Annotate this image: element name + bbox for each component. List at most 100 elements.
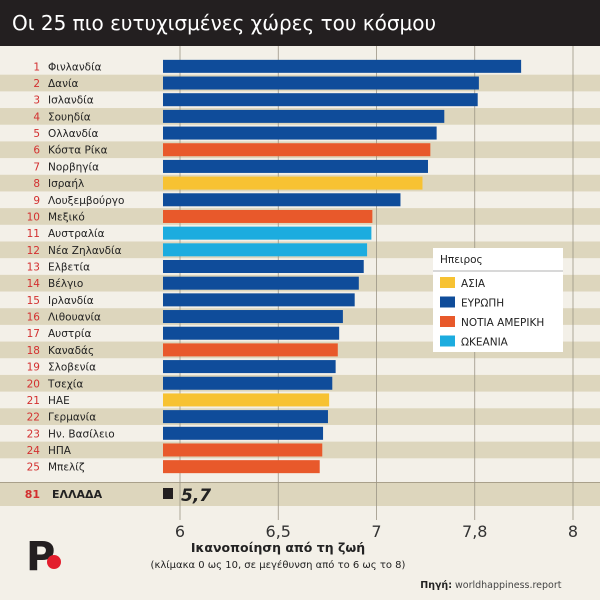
- rank-label: 2: [33, 78, 40, 90]
- legend-swatch-asia: [440, 277, 455, 288]
- country-label: Μεξικό: [48, 211, 85, 223]
- rank-label: 23: [27, 428, 40, 440]
- rank-label: 18: [27, 345, 40, 357]
- bar-europe: [163, 260, 364, 273]
- source-label: Πηγή:: [420, 580, 452, 591]
- rank-label: 25: [27, 462, 40, 474]
- legend-label-europe: ΕΥΡΩΠΗ: [461, 298, 504, 310]
- x-axis-label: Ικανοποίηση από τη ζωή: [191, 540, 365, 555]
- source-note: Πηγή: worldhappiness.report: [420, 580, 562, 591]
- rank-label: 8: [33, 178, 40, 190]
- bar-europe: [163, 109, 445, 123]
- country-label: Ελβετία: [48, 262, 90, 274]
- rank-label: 20: [27, 378, 40, 390]
- highlight-row-stripe: [0, 483, 600, 506]
- rank-label: 4: [33, 111, 40, 123]
- highlight-marker: [163, 488, 173, 499]
- logo-dot: [47, 555, 61, 569]
- rank-label: 22: [27, 412, 40, 424]
- bar-europe: [163, 59, 522, 73]
- country-label: Δανία: [48, 78, 79, 90]
- country-label: ΗΠΑ: [48, 445, 72, 457]
- bar-asia: [163, 393, 330, 407]
- bar-europe: [163, 76, 479, 90]
- rank-label: 16: [27, 312, 41, 324]
- country-label: Αυστραλία: [48, 228, 105, 240]
- bar-asia: [163, 176, 423, 190]
- country-label: Ισλανδία: [48, 95, 94, 107]
- bar-europe: [163, 293, 355, 307]
- rank-label: 24: [27, 445, 41, 457]
- rank-label: 10: [27, 211, 40, 223]
- rank-label: 12: [27, 245, 40, 257]
- rank-label: 15: [27, 295, 40, 307]
- bar-samerica: [163, 143, 431, 157]
- legend-label-asia: ΑΣΙΑ: [461, 278, 486, 290]
- country-label: Τσεχία: [47, 378, 83, 390]
- country-label: Ισραήλ: [48, 178, 84, 190]
- bar-europe: [163, 360, 336, 374]
- country-label: Αυστρία: [48, 328, 91, 340]
- country-label: Ην. Βασίλειο: [48, 428, 115, 440]
- bar-europe: [163, 193, 401, 207]
- country-label: ΗΑΕ: [48, 395, 70, 407]
- country-label: Ολλανδία: [48, 128, 98, 140]
- rank-label: 13: [27, 262, 40, 274]
- x-tick-label: 6: [175, 522, 185, 541]
- highlight-rank: 81: [25, 488, 40, 501]
- legend-label-samerica: ΝΟΤΙΑ ΑΜΕΡΙΚΗ: [461, 317, 544, 329]
- bar-europe: [163, 326, 340, 340]
- publisher-logo: P: [26, 534, 61, 580]
- country-label: Γερμανία: [48, 412, 96, 424]
- country-label: Σουηδία: [48, 111, 91, 123]
- bar-samerica: [163, 209, 373, 223]
- bar-europe: [163, 410, 328, 424]
- rank-label: 9: [33, 195, 40, 207]
- bar-samerica: [163, 343, 338, 357]
- country-label: Βέλγιο: [48, 278, 83, 290]
- bar-samerica: [163, 460, 320, 474]
- highlight-value: 5,7: [181, 486, 211, 506]
- x-tick-label: 7: [371, 522, 381, 541]
- x-tick-label: 7,8: [462, 522, 487, 541]
- country-label: Νέα Ζηλανδία: [48, 245, 122, 257]
- chart-title: Οι 25 πιο ευτυχισμένες χώρες του κόσμου: [12, 11, 436, 35]
- country-label: Ιρλανδία: [48, 295, 94, 307]
- header-bar: [0, 0, 600, 46]
- highlight-country: ΕΛΛΑΔΑ: [52, 488, 103, 501]
- rank-label: 5: [33, 128, 40, 140]
- rank-label: 19: [27, 362, 40, 374]
- country-label: Φινλανδία: [48, 61, 102, 73]
- legend-title: Ηπειρος: [440, 254, 483, 266]
- legend-swatch-europe: [440, 296, 455, 308]
- country-label: Καναδάς: [48, 345, 94, 357]
- rank-label: 3: [33, 95, 40, 107]
- country-label: Κόστα Ρίκα: [48, 145, 108, 157]
- country-label: Νορβηγία: [48, 161, 99, 173]
- rank-label: 21: [27, 395, 40, 407]
- rank-label: 1: [33, 61, 40, 73]
- country-label: Λιθουανία: [48, 312, 101, 324]
- rank-label: 11: [27, 228, 40, 240]
- legend-swatch-oceania: [440, 335, 455, 347]
- source-value: worldhappiness.report: [455, 580, 562, 591]
- bar-oceania: [163, 226, 372, 240]
- rank-label: 14: [27, 278, 41, 290]
- legend-label-oceania: ΩΚΕΑΝΙΑ: [461, 337, 509, 349]
- bar-europe: [163, 93, 478, 107]
- country-label: Λουξεμβούργο: [48, 195, 124, 207]
- rank-label: 7: [33, 161, 40, 173]
- legend-swatch-samerica: [440, 316, 455, 327]
- country-label: Μπελίζ: [48, 462, 85, 474]
- bar-europe: [163, 126, 437, 140]
- bar-europe: [163, 276, 359, 290]
- bar-europe: [163, 376, 333, 390]
- x-axis-note: (κλίμακα 0 ως 10, σε μεγέθυνση από το 6 …: [151, 559, 406, 571]
- x-tick-label: 8: [568, 522, 578, 541]
- bar-europe: [163, 159, 428, 173]
- bar-europe: [163, 310, 343, 324]
- rank-label: 17: [27, 328, 40, 340]
- bar-europe: [163, 426, 324, 440]
